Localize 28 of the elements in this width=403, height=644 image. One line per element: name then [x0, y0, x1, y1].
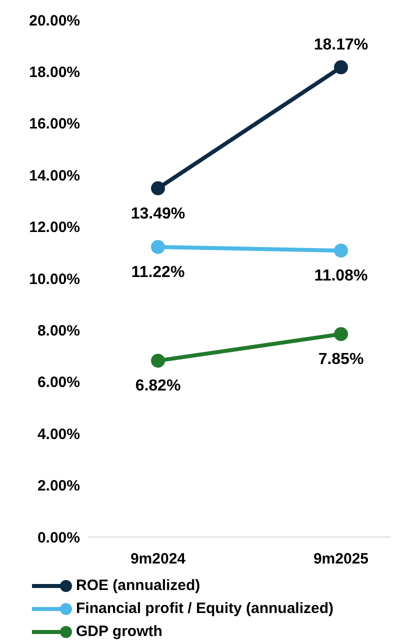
y-tick-label: 14.00% — [29, 167, 80, 184]
y-tick-label: 16.00% — [29, 116, 80, 133]
data-label: 18.17% — [314, 36, 368, 54]
data-label: 13.49% — [130, 205, 186, 222]
legend-label: ROE (annualized) — [76, 577, 200, 594]
point — [334, 327, 348, 342]
legend-label: Financial profit / Equity (annualized) — [76, 600, 334, 617]
y-tick-label: 18.00% — [29, 64, 80, 82]
legend-label: GDP growth — [76, 623, 162, 640]
y-tick-label: 10.00% — [29, 270, 80, 288]
point — [334, 244, 348, 258]
y-tick-label: 6.00% — [37, 374, 80, 392]
point — [151, 354, 165, 368]
point — [151, 240, 165, 254]
y-tick-label: 20.00% — [29, 12, 80, 30]
data-label: 11.08% — [314, 268, 368, 285]
data-label: 7.85% — [318, 351, 364, 368]
y-tick-label: 8.00% — [37, 322, 80, 340]
point — [334, 60, 348, 74]
y-tick-label: 0.00% — [37, 529, 80, 546]
y-tick-label: 12.00% — [29, 219, 80, 236]
data-label: 11.22% — [131, 264, 185, 281]
x-tick-label: 9m2024 — [130, 550, 186, 568]
x-tick-label: 9m2025 — [313, 550, 369, 568]
y-tick-label: 4.00% — [37, 426, 80, 443]
y-tick-label: 2.00% — [37, 478, 80, 495]
point — [151, 181, 165, 196]
data-label: 6.82% — [135, 378, 181, 395]
